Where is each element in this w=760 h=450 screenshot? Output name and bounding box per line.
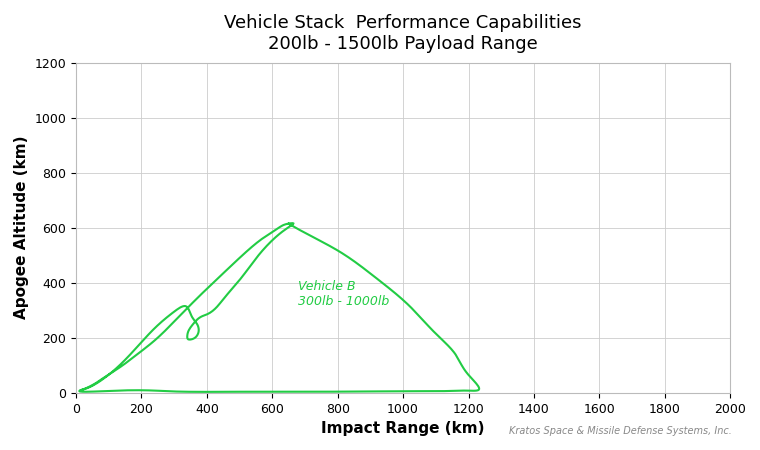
Title: Vehicle Stack  Performance Capabilities
200lb - 1500lb Payload Range: Vehicle Stack Performance Capabilities 2… (224, 14, 582, 53)
X-axis label: Impact Range (km): Impact Range (km) (321, 421, 485, 436)
Text: Vehicle B
300lb - 1000lb: Vehicle B 300lb - 1000lb (299, 280, 390, 308)
Text: Kratos Space & Missile Defense Systems, Inc.: Kratos Space & Missile Defense Systems, … (509, 427, 732, 436)
Y-axis label: Apogee Altitude (km): Apogee Altitude (km) (14, 136, 29, 320)
